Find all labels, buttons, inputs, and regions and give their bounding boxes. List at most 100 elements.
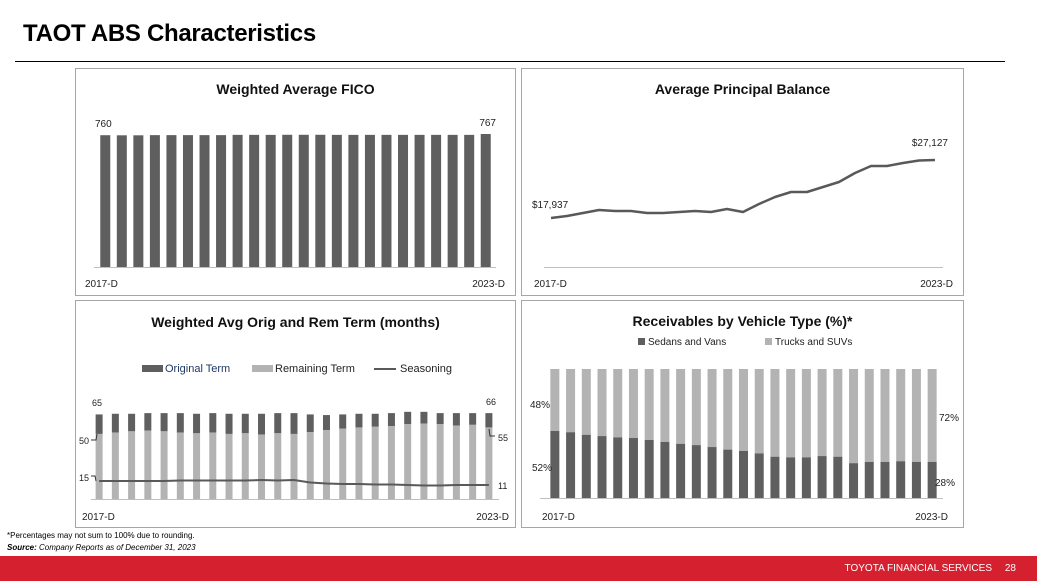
remaining-term-bar xyxy=(193,433,201,499)
legend-trucks-label: Trucks and SUVs xyxy=(775,337,852,348)
sedans-vans-bar xyxy=(770,456,780,498)
principal-x-end-label: 2023-D xyxy=(920,279,953,290)
principal-first-value-label: $17,937 xyxy=(532,200,569,211)
remaining-term-bar xyxy=(241,433,249,499)
trucks-suvs-bar xyxy=(896,369,906,462)
fico-bar xyxy=(348,134,359,267)
trucks-suvs-bar xyxy=(597,369,607,437)
original-term-bar xyxy=(144,413,152,431)
fico-bar xyxy=(216,135,227,267)
fico-bar xyxy=(199,135,210,267)
legend-trucks-swatch xyxy=(765,338,772,345)
remaining-term-bar xyxy=(144,430,152,499)
original-term-bar xyxy=(485,413,493,428)
original-term-bar xyxy=(306,414,314,432)
sedans-vans-bar xyxy=(786,457,796,498)
fico-bar xyxy=(464,134,475,267)
original-term-bar xyxy=(225,413,233,434)
term-rem-last-leader xyxy=(488,428,495,437)
term-chart-title: Weighted Avg Orig and Rem Term (months) xyxy=(151,314,440,330)
fico-bar xyxy=(480,134,491,267)
trucks-suvs-bar xyxy=(660,369,670,442)
fico-bar xyxy=(381,134,392,267)
sedans-vans-bar xyxy=(581,434,591,498)
remaining-term-bar xyxy=(452,425,460,499)
fico-bar xyxy=(166,135,177,267)
principal-balance-line xyxy=(550,158,936,220)
original-term-bar xyxy=(241,413,249,434)
fico-bar xyxy=(249,134,260,267)
page-title: TAOT ABS Characteristics xyxy=(23,20,316,47)
trucks-suvs-bar xyxy=(628,369,638,439)
original-term-bar xyxy=(355,413,363,428)
original-term-bar xyxy=(290,413,298,434)
trucks-suvs-bar xyxy=(613,369,623,438)
term-season-first-label: 15 xyxy=(79,473,89,483)
source-note: Source: Company Reports as of December 3… xyxy=(7,543,196,552)
original-term-bar xyxy=(95,414,103,434)
sedans-vans-bar xyxy=(927,461,937,498)
title-divider xyxy=(15,61,1005,62)
sedans-vans-bar xyxy=(597,436,607,498)
original-term-bar xyxy=(322,415,330,431)
term-x-end-label: 2023-D xyxy=(476,512,509,523)
sedans-vans-bar xyxy=(707,447,717,498)
original-term-bar xyxy=(452,413,460,426)
source-text: Company Reports as of December 31, 2023 xyxy=(36,543,196,552)
term-chart: Original Term Remaining Term Seasoning 65 66… xyxy=(79,363,509,523)
fico-first-value-label: 760 xyxy=(95,119,112,130)
sedans-vans-bar xyxy=(628,438,638,498)
remaining-term-bar xyxy=(111,432,119,499)
legend-seasoning-label: Seasoning xyxy=(400,363,452,375)
fico-bar xyxy=(149,135,160,267)
fico-chart-title: Weighted Average FICO xyxy=(216,81,375,97)
footer-brand: TOYOTA FINANCIAL SERVICES xyxy=(844,563,992,574)
original-term-bar xyxy=(371,413,379,427)
principal-chart-title: Average Principal Balance xyxy=(654,81,831,97)
trucks-suvs-bar xyxy=(849,369,859,464)
remaining-term-bar xyxy=(306,431,314,499)
original-term-bar xyxy=(339,414,347,429)
remaining-term-bar xyxy=(339,428,347,499)
fico-bar xyxy=(298,134,309,267)
legend-remaining-term-label: Remaining Term xyxy=(275,363,355,375)
trucks-suvs-bar xyxy=(786,369,796,458)
trucks-suvs-bar xyxy=(676,369,686,444)
vehicle-trucks-last-label: 72% xyxy=(939,413,959,424)
remaining-term-bar xyxy=(160,431,168,499)
trucks-suvs-bar xyxy=(911,369,921,462)
trucks-suvs-bar xyxy=(691,369,701,446)
sedans-vans-bar xyxy=(739,450,748,498)
fico-bar xyxy=(182,135,193,267)
fico-x-end-label: 2023-D xyxy=(472,279,505,290)
sedans-vans-bar xyxy=(911,461,921,498)
sedans-vans-bar xyxy=(566,432,576,498)
sedans-vans-bar xyxy=(754,453,764,498)
source-label: Source: xyxy=(7,543,37,552)
trucks-suvs-bar xyxy=(880,369,890,462)
remaining-term-bar xyxy=(258,434,266,499)
remaining-term-bar xyxy=(469,424,477,499)
trucks-suvs-bar xyxy=(801,369,811,458)
footer-bar: TOYOTA FINANCIAL SERVICES 28 xyxy=(0,556,1037,581)
term-chart-panel: Weighted Avg Orig and Rem Term (months) … xyxy=(75,300,516,528)
trucks-suvs-bar xyxy=(739,369,748,451)
rounding-footnote: *Percentages may not sum to 100% due to … xyxy=(7,531,195,540)
legend-original-term-swatch xyxy=(142,365,163,372)
sedans-vans-bar xyxy=(644,439,654,498)
trucks-suvs-bar xyxy=(927,369,937,462)
remaining-term-bar xyxy=(274,433,282,499)
remaining-term-bar xyxy=(95,433,103,499)
sedans-vans-bar xyxy=(849,463,859,498)
fico-bar xyxy=(265,134,276,267)
fico-bar xyxy=(431,134,442,267)
vehicle-x-start-label: 2017-D xyxy=(542,512,575,523)
remaining-term-bar xyxy=(209,432,217,499)
remaining-term-bar xyxy=(225,433,233,499)
remaining-term-bar xyxy=(485,427,493,499)
remaining-term-bar xyxy=(128,431,136,499)
sedans-vans-bar xyxy=(817,456,827,498)
fico-bar xyxy=(116,135,127,267)
sedans-vans-bar xyxy=(880,461,890,498)
vehicle-chart-panel: Receivables by Vehicle Type (%)* Sedans … xyxy=(521,300,964,528)
